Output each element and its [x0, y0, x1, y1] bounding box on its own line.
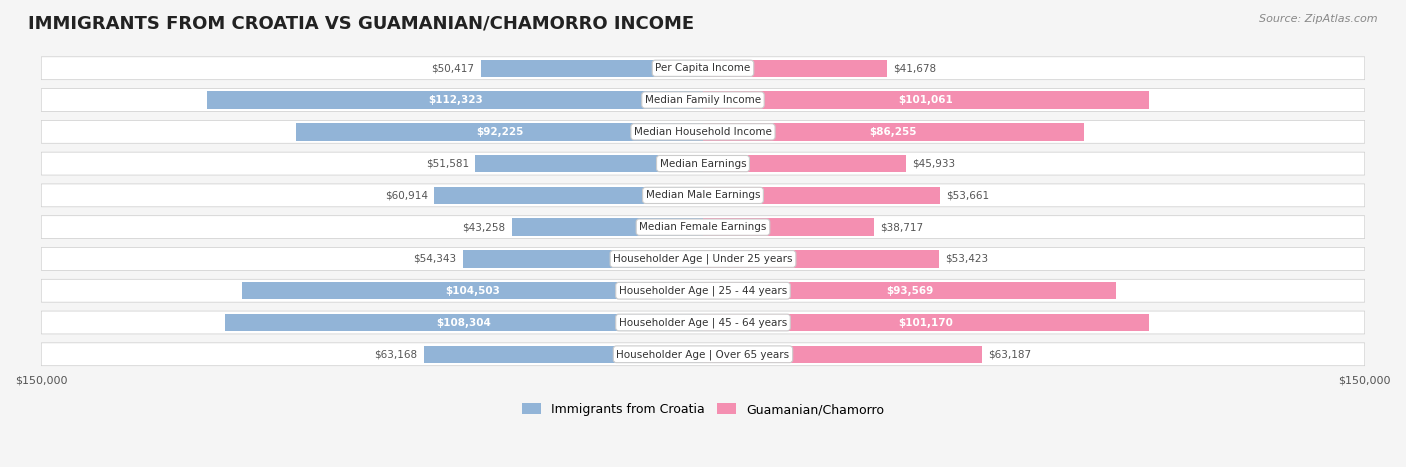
Text: Source: ZipAtlas.com: Source: ZipAtlas.com: [1260, 14, 1378, 24]
FancyBboxPatch shape: [41, 311, 1365, 334]
Text: Householder Age | 45 - 64 years: Householder Age | 45 - 64 years: [619, 317, 787, 328]
Text: $60,914: $60,914: [385, 191, 427, 200]
Bar: [425, 346, 703, 363]
Bar: [703, 59, 887, 77]
FancyBboxPatch shape: [41, 152, 1365, 175]
Bar: [703, 91, 1149, 109]
Bar: [475, 155, 703, 172]
Bar: [703, 282, 1116, 299]
Text: Median Female Earnings: Median Female Earnings: [640, 222, 766, 232]
Text: IMMIGRANTS FROM CROATIA VS GUAMANIAN/CHAMORRO INCOME: IMMIGRANTS FROM CROATIA VS GUAMANIAN/CHA…: [28, 14, 695, 32]
Text: $53,661: $53,661: [946, 191, 990, 200]
Text: $50,417: $50,417: [432, 63, 474, 73]
Text: $101,061: $101,061: [898, 95, 953, 105]
Text: Per Capita Income: Per Capita Income: [655, 63, 751, 73]
Bar: [434, 187, 703, 204]
Bar: [481, 59, 703, 77]
FancyBboxPatch shape: [41, 89, 1365, 112]
Legend: Immigrants from Croatia, Guamanian/Chamorro: Immigrants from Croatia, Guamanian/Chamo…: [517, 398, 889, 421]
FancyBboxPatch shape: [41, 279, 1365, 302]
Text: Householder Age | Under 25 years: Householder Age | Under 25 years: [613, 254, 793, 264]
FancyBboxPatch shape: [41, 184, 1365, 207]
Bar: [703, 123, 1084, 141]
FancyBboxPatch shape: [41, 57, 1365, 80]
Bar: [208, 91, 703, 109]
Bar: [703, 219, 873, 236]
FancyBboxPatch shape: [41, 216, 1365, 239]
Bar: [703, 250, 939, 268]
Bar: [703, 155, 905, 172]
Text: Median Family Income: Median Family Income: [645, 95, 761, 105]
Text: $54,343: $54,343: [413, 254, 457, 264]
Bar: [463, 250, 703, 268]
Bar: [225, 314, 703, 331]
Text: $43,258: $43,258: [463, 222, 506, 232]
Text: $41,678: $41,678: [893, 63, 936, 73]
Bar: [703, 187, 939, 204]
Text: Median Male Earnings: Median Male Earnings: [645, 191, 761, 200]
FancyBboxPatch shape: [41, 248, 1365, 270]
Bar: [297, 123, 703, 141]
Text: Median Earnings: Median Earnings: [659, 159, 747, 169]
Text: $93,569: $93,569: [886, 286, 934, 296]
Text: $45,933: $45,933: [912, 159, 956, 169]
Text: $53,423: $53,423: [945, 254, 988, 264]
Bar: [512, 219, 703, 236]
Text: $112,323: $112,323: [427, 95, 482, 105]
Text: $38,717: $38,717: [880, 222, 924, 232]
Text: $51,581: $51,581: [426, 159, 468, 169]
Text: $86,255: $86,255: [869, 127, 917, 137]
Text: $108,304: $108,304: [437, 318, 492, 327]
Bar: [703, 346, 981, 363]
Text: $63,168: $63,168: [374, 349, 418, 359]
Text: $63,187: $63,187: [988, 349, 1032, 359]
Text: Median Household Income: Median Household Income: [634, 127, 772, 137]
FancyBboxPatch shape: [41, 120, 1365, 143]
Text: $92,225: $92,225: [475, 127, 523, 137]
Text: $104,503: $104,503: [446, 286, 501, 296]
Bar: [242, 282, 703, 299]
Bar: [703, 314, 1149, 331]
Text: Householder Age | Over 65 years: Householder Age | Over 65 years: [616, 349, 790, 360]
FancyBboxPatch shape: [41, 343, 1365, 366]
Text: $101,170: $101,170: [898, 318, 953, 327]
Text: Householder Age | 25 - 44 years: Householder Age | 25 - 44 years: [619, 285, 787, 296]
